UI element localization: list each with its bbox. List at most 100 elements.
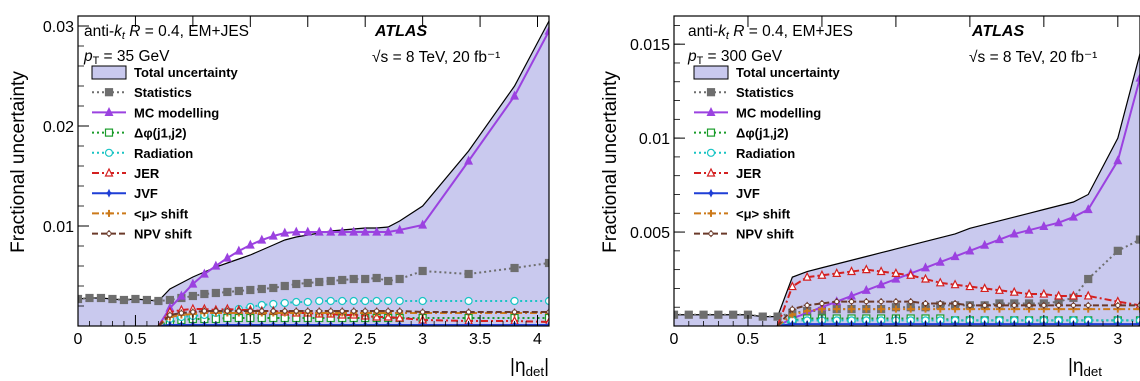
legend-item-radiation: Radiation [92, 146, 193, 161]
legend-item-jvf: JVF [92, 186, 158, 201]
legend-item-jer: JER [92, 166, 160, 181]
plot-area [674, 53, 1140, 326]
point-radiation [349, 296, 358, 306]
x-tick-label: 3 [418, 331, 427, 348]
point-radiation [510, 296, 519, 306]
point-radiation [326, 296, 335, 306]
point-statistics [1135, 235, 1140, 244]
legend-label: Statistics [736, 85, 794, 100]
legend: Total uncertainty Statistics MC modelling Δ… [91, 65, 239, 242]
energy-lumi-label: √s = 8 TeV, 20 fb⁻¹ [372, 49, 500, 66]
legend-item-statistics: Statistics [92, 85, 192, 100]
chart-panel-left: 0 0.5 1 1.5 2 2.5 3 3.5 4 0.01 0.02 0.03 Fractional … [8, 15, 550, 379]
point-jer [980, 283, 990, 293]
x-tick-label: 0.5 [124, 331, 146, 348]
jet-algorithm-label: anti-kt R = 0.4, EM+JES [688, 23, 853, 42]
point-mc-modelling [268, 230, 278, 240]
x-tick-label: 2.5 [1033, 331, 1055, 348]
point-statistics [315, 277, 324, 287]
legend-item-jvf: JVF [694, 186, 760, 201]
pt-label: pT = 35 GeV [83, 48, 170, 67]
point-shift [877, 305, 885, 313]
legend-label: Radiation [134, 146, 193, 161]
x-tick-label: 1 [188, 331, 197, 348]
point-statistics [292, 279, 301, 289]
point-mc-modelling [211, 260, 221, 270]
x-tick-label: 0.5 [737, 331, 759, 348]
series-line-radiation [777, 319, 1140, 326]
legend-marker [706, 167, 716, 177]
point-statistics [234, 286, 243, 296]
point-radiation [544, 296, 549, 306]
point-mc-modelling [383, 226, 393, 236]
point-mc-modelling [891, 273, 901, 283]
point-shift [862, 305, 870, 313]
legend-item-total-uncertainty: Total uncertainty [91, 65, 239, 80]
legend-marker [706, 188, 716, 198]
plot-frame [673, 15, 1140, 327]
legend-label: Δφ(j1,j2) [736, 126, 789, 141]
point-jer [906, 269, 916, 279]
point-mc-modelling [176, 290, 186, 300]
point-jer [921, 273, 930, 283]
legend-item-mc-modelling: MC modelling [694, 105, 821, 120]
legend-label: MC modelling [736, 105, 821, 120]
x-tick-label: 0 [74, 331, 83, 348]
legend-label: <μ> shift [134, 206, 189, 221]
point-shift [892, 305, 900, 313]
point-mc-modelling [1113, 155, 1123, 165]
point-mc-modelling [510, 90, 520, 100]
point-j1-j2 [544, 313, 549, 323]
pt-label: pT = 300 GeV [687, 48, 783, 67]
point-jvf [544, 320, 549, 326]
point-statistics [326, 276, 335, 286]
x-tick-label: 3 [1113, 331, 1122, 348]
point-radiation [361, 296, 370, 306]
point-jer [1009, 286, 1019, 296]
point-jer [1068, 290, 1078, 300]
x-tick-label: 1 [817, 331, 826, 348]
legend-label: <μ> shift [736, 206, 791, 221]
point-statistics [395, 274, 404, 284]
point-radiation [395, 296, 404, 306]
point-mc-modelling [876, 279, 886, 289]
point-jer [1039, 288, 1049, 298]
jet-algorithm-label: anti-kt R = 0.4, EM+JES [84, 23, 249, 42]
point-radiation [280, 298, 289, 308]
energy-lumi-label: √s = 8 TeV, 20 fb⁻¹ [969, 49, 1097, 66]
point-statistics [773, 312, 782, 321]
point-jer [817, 269, 827, 279]
atlas-label: ATLAS [971, 23, 1024, 40]
point-mc-modelling [372, 226, 382, 236]
point-statistics [699, 310, 708, 319]
point-mc-modelling [291, 226, 301, 236]
point-shift [833, 305, 841, 313]
point-mc-modelling [188, 278, 198, 288]
point-statistics [257, 284, 266, 294]
y-tick-label: 0.02 [43, 119, 74, 136]
point-radiation [418, 296, 427, 306]
point-mc-modelling [950, 251, 960, 261]
legend-item-shift: <μ> shift [694, 206, 791, 221]
legend-marker [104, 188, 114, 198]
point-jer [935, 277, 945, 287]
legend-label: NPV shift [736, 227, 794, 242]
x-tick-label: 2.5 [354, 331, 376, 348]
legend-item-j1-j2: Δφ(j1,j2) [92, 126, 187, 141]
point-jer [994, 284, 1004, 294]
point-statistics [1084, 274, 1093, 284]
point-statistics [372, 273, 381, 283]
point-jer [1083, 290, 1093, 300]
point-jer [787, 281, 797, 291]
legend-marker [104, 167, 114, 177]
point-jer [950, 279, 960, 289]
point-mc-modelling [1083, 204, 1093, 214]
point-mc-modelling [1135, 72, 1140, 82]
point-statistics [1113, 246, 1122, 255]
point-statistics [384, 276, 393, 286]
point-statistics [464, 269, 473, 279]
point-mc-modelling [861, 284, 871, 294]
point-statistics [758, 312, 767, 321]
point-jer [847, 266, 856, 276]
point-statistics [246, 285, 255, 295]
